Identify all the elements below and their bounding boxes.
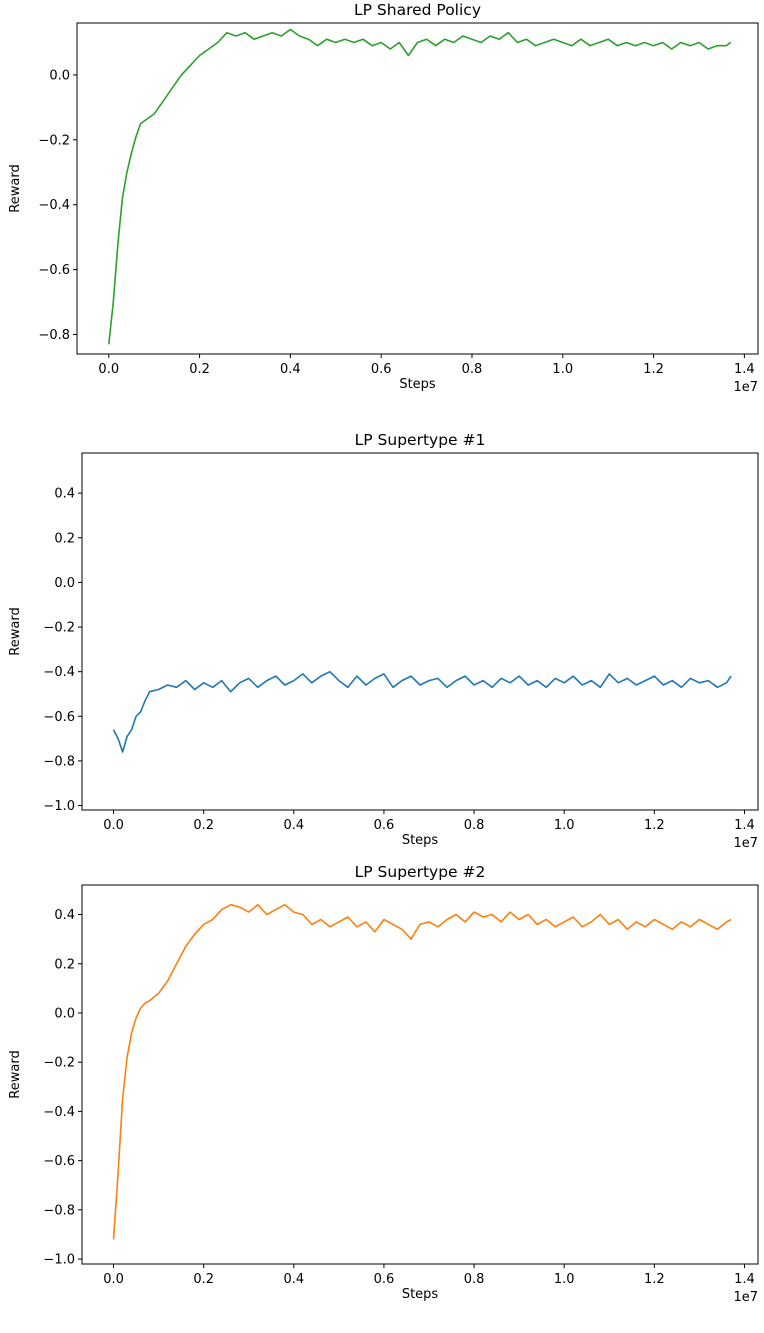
chart-title: LP Supertype #1 xyxy=(355,431,486,449)
chart-title: LP Supertype #2 xyxy=(355,863,486,881)
x-tick-label: 0.2 xyxy=(189,362,210,377)
x-tick-label: 0.0 xyxy=(103,1272,124,1287)
x-axis-label: Steps xyxy=(402,1287,439,1302)
y-tick-label: −0.2 xyxy=(43,1056,75,1071)
chart-shared-policy: LP Shared Policy Steps Reward 1e7 0.0 0.2… xyxy=(8,1,759,395)
y-tick-label: 0.0 xyxy=(49,68,70,83)
y-tick-label: −0.6 xyxy=(43,1154,75,1169)
y-tick-label: −0.6 xyxy=(38,263,70,278)
y-tick-label: −1.0 xyxy=(43,1253,75,1268)
chart-supertype-2: LP Supertype #2 Steps Reward 1e7 0.0 0.2 0… xyxy=(8,863,759,1305)
x-tick-label: 0.8 xyxy=(464,1272,485,1287)
x-tick-label: 1.2 xyxy=(644,1272,665,1287)
y-axis-label: Reward xyxy=(8,1050,23,1098)
y-tick-label: −0.8 xyxy=(43,754,75,769)
x-tick-label: 0.6 xyxy=(371,362,392,377)
y-tick-label: 0.4 xyxy=(54,908,75,923)
x-tick-label: 0.2 xyxy=(193,818,214,833)
chart-title: LP Shared Policy xyxy=(354,1,481,19)
x-axis-label: Steps xyxy=(402,833,439,848)
x-tick-label: 0.6 xyxy=(374,1272,395,1287)
y-tick-label: 0.0 xyxy=(54,1006,75,1021)
plot-frame xyxy=(81,884,759,1265)
y-tick-label: −0.2 xyxy=(38,133,70,148)
chart-supertype-1: LP Supertype #1 Steps Reward 1e7 0.0 0.2 0… xyxy=(8,431,759,851)
x-tick-label: 0.4 xyxy=(283,818,304,833)
y-axis-label: Reward xyxy=(8,164,23,212)
x-tick-label: 1.4 xyxy=(734,362,755,377)
x-tick-label: 0.6 xyxy=(374,818,395,833)
y-tick-label: −0.8 xyxy=(43,1203,75,1218)
y-tick-label: 0.4 xyxy=(54,487,75,502)
x-axis-offset-label: 1e7 xyxy=(733,380,758,395)
x-tick-label: 0.8 xyxy=(462,362,483,377)
y-axis-label: Reward xyxy=(8,607,23,655)
y-tick-label: −0.4 xyxy=(38,198,70,213)
y-tick-label: −0.4 xyxy=(43,1105,75,1120)
series-line-0 xyxy=(112,670,732,753)
y-tick-label: −0.8 xyxy=(38,328,70,343)
y-tick-label: 0.2 xyxy=(54,957,75,972)
plot-frame xyxy=(81,452,759,811)
y-tick-label: −0.4 xyxy=(43,665,75,680)
x-tick-label: 0.0 xyxy=(98,362,119,377)
x-tick-label: 1.0 xyxy=(554,818,575,833)
x-tick-label: 1.0 xyxy=(554,1272,575,1287)
y-tick-label: 0.2 xyxy=(54,531,75,546)
x-axis-label: Steps xyxy=(399,377,436,392)
series-line-0 xyxy=(108,28,732,345)
x-axis-offset-label: 1e7 xyxy=(733,836,758,851)
x-tick-label: 0.4 xyxy=(283,1272,304,1287)
x-tick-label: 0.4 xyxy=(280,362,301,377)
x-tick-label: 1.2 xyxy=(643,362,664,377)
plot-frame xyxy=(76,22,759,355)
x-tick-label: 1.2 xyxy=(644,818,665,833)
x-tick-label: 0.0 xyxy=(103,818,124,833)
y-tick-label: −0.2 xyxy=(43,621,75,636)
y-tick-label: −0.6 xyxy=(43,710,75,725)
x-tick-label: 1.0 xyxy=(552,362,573,377)
y-tick-label: −1.0 xyxy=(43,799,75,814)
x-tick-label: 0.8 xyxy=(464,818,485,833)
x-tick-label: 1.4 xyxy=(734,818,755,833)
series-line-0 xyxy=(112,903,732,1240)
x-tick-label: 1.4 xyxy=(734,1272,755,1287)
x-tick-label: 0.2 xyxy=(193,1272,214,1287)
y-tick-label: 0.0 xyxy=(54,576,75,591)
x-axis-offset-label: 1e7 xyxy=(733,1290,758,1305)
